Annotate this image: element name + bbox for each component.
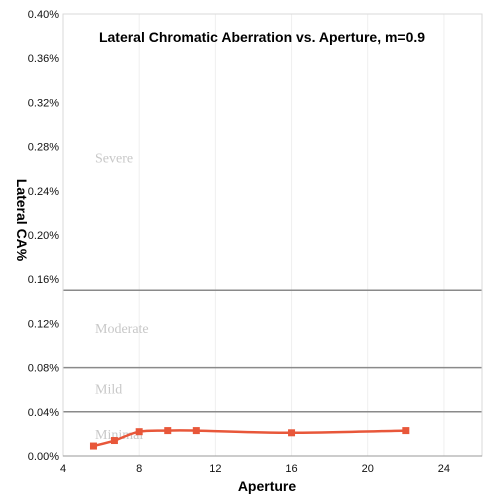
x-tick-label: 8 xyxy=(136,463,142,475)
x-tick-label: 4 xyxy=(60,463,66,475)
y-tick-label: 0.28% xyxy=(28,142,59,154)
y-tick-label: 0.08% xyxy=(28,363,59,375)
x-tick-label: 16 xyxy=(285,463,297,475)
zone-label: Moderate xyxy=(95,322,149,337)
x-axis-title: Aperture xyxy=(238,478,297,494)
y-tick-label: 0.04% xyxy=(28,407,59,419)
data-point-marker xyxy=(110,437,118,445)
chart-title: Lateral Chromatic Aberration vs. Apertur… xyxy=(99,29,425,45)
x-tick-label: 12 xyxy=(209,463,221,475)
data-point-marker xyxy=(89,442,97,450)
series-layer xyxy=(89,427,410,450)
y-tick-label: 0.24% xyxy=(28,186,59,198)
data-point-marker xyxy=(288,429,296,437)
y-tick-label: 0.16% xyxy=(28,274,59,286)
data-point-marker xyxy=(135,428,143,436)
zone-layer: Severe Moderate Mild Minimal xyxy=(63,152,482,443)
y-tick-label: 0.00% xyxy=(28,451,59,463)
axis-layer: 4 8 12 16 20 24 0.00% 0.04% 0.08% 0.12% 0.16% 0.20%… xyxy=(28,9,482,475)
zone-label: Severe xyxy=(95,152,133,167)
y-tick-label: 0.40% xyxy=(28,9,59,21)
zone-label: Minimal xyxy=(95,428,143,443)
y-tick-label: 0.12% xyxy=(28,318,59,330)
data-point-marker xyxy=(192,427,200,435)
y-axis-title: Lateral CA% xyxy=(14,179,30,262)
x-tick-label: 20 xyxy=(362,463,374,475)
x-tick-label: 24 xyxy=(438,463,450,475)
y-tick-label: 0.32% xyxy=(28,97,59,109)
data-point-marker xyxy=(402,427,410,435)
y-tick-label: 0.36% xyxy=(28,53,59,65)
zone-label: Mild xyxy=(95,383,122,398)
data-point-marker xyxy=(164,427,172,435)
y-tick-label: 0.20% xyxy=(28,230,59,242)
